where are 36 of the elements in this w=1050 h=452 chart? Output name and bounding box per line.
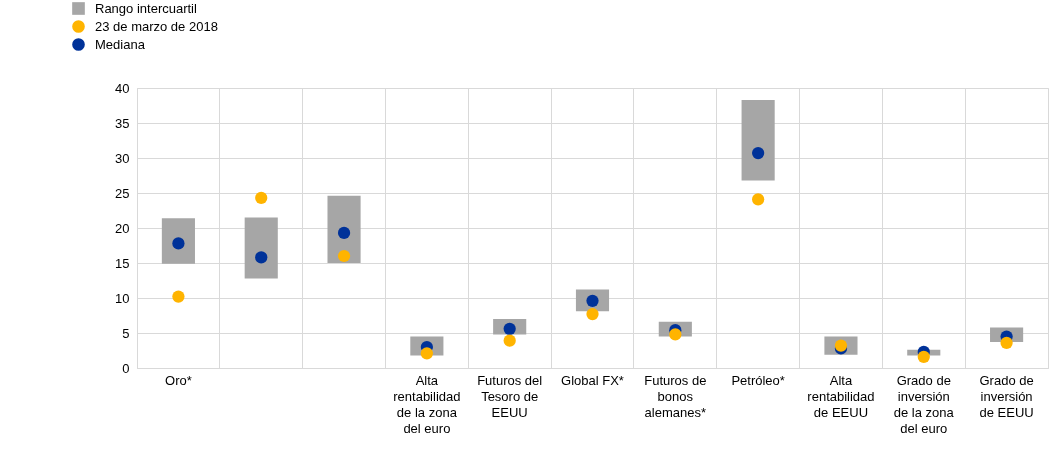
point [586, 307, 599, 321]
point [752, 193, 765, 206]
x-tick-label: Alta rentabilidad de EEUU [807, 372, 875, 420]
y-tick-label: 5 [122, 325, 130, 341]
point [420, 347, 433, 360]
y-tick-label: 20 [115, 220, 130, 236]
y-tick-label: 35 [115, 115, 130, 131]
bar [741, 99, 775, 181]
x-tick-label: Futuros de bonos alemanes* [644, 372, 707, 420]
y-tick-label: 0 [122, 360, 130, 376]
point [172, 290, 185, 303]
x-tick-label: Oro* [165, 372, 192, 388]
x-tick-label: Grado de inversión de EEUU [979, 372, 1034, 420]
y-tick-label: 40 [115, 80, 130, 96]
x-tick-label: Alta rentabilidad de la zona del euro [393, 372, 461, 436]
bar [244, 217, 278, 279]
point [337, 226, 351, 240]
x-tick-label: Petróleo* [731, 372, 785, 388]
bar [161, 218, 195, 264]
x-tick-label: Futuros del Tesoro de EEUU [477, 372, 543, 420]
legend-label: Mediana [95, 36, 146, 52]
x-tick-label: Global FX* [561, 372, 624, 388]
point [255, 191, 268, 205]
y-tick-label: 30 [115, 150, 130, 166]
point [752, 146, 765, 160]
point [917, 350, 930, 363]
point [255, 251, 268, 264]
point [1000, 336, 1013, 349]
y-tick-label: 10 [115, 290, 130, 306]
y-tick-label: 15 [115, 255, 130, 271]
point [337, 249, 351, 263]
x-tick-label: Grado de inversión de la zona del euro [893, 372, 955, 436]
y-tick-label: 25 [115, 185, 130, 201]
point [503, 334, 516, 347]
legend-label: 23 de marzo de 2018 [95, 18, 218, 34]
legend-label: Rango intercuartil [95, 0, 197, 16]
